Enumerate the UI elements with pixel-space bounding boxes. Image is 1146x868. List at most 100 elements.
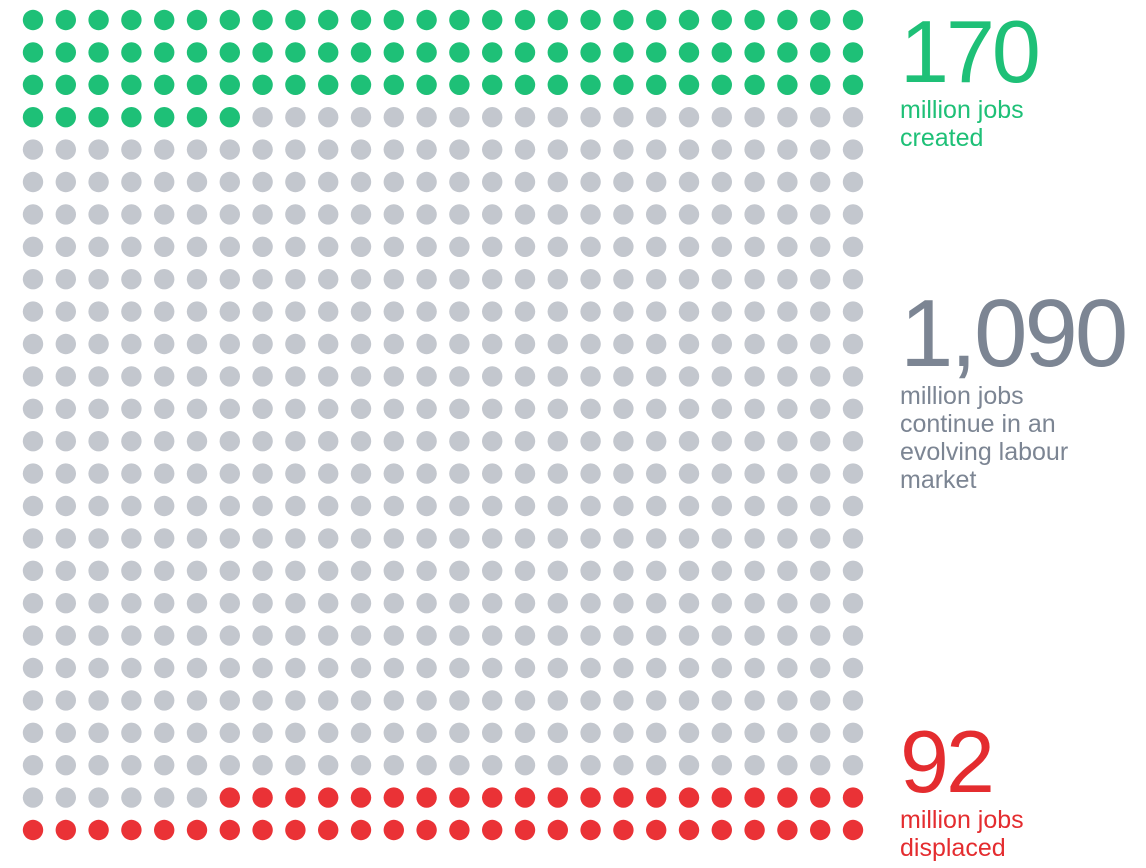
- dot-continue: [449, 269, 470, 290]
- dot-continue: [350, 528, 372, 549]
- dot-continue: [55, 431, 76, 452]
- dot-continue: [383, 495, 404, 517]
- dot-created: [252, 74, 273, 96]
- dot-continue: [514, 204, 536, 225]
- dot-continue: [646, 301, 667, 322]
- dot-continue: [350, 593, 372, 614]
- dot-continue: [318, 625, 339, 646]
- dot-continue: [744, 755, 765, 776]
- dot-continue: [810, 333, 831, 355]
- dot-continue: [613, 495, 634, 517]
- dot-continue: [646, 463, 667, 484]
- dot-continue: [449, 755, 470, 776]
- dot-continue: [678, 333, 700, 355]
- dot-continue: [416, 593, 437, 614]
- dot-continue: [514, 333, 536, 355]
- dot-continue: [252, 722, 273, 743]
- dot-continue: [350, 495, 372, 517]
- dot-continue: [613, 463, 634, 484]
- dot-continue: [777, 269, 798, 290]
- dot-created: [678, 42, 700, 63]
- dot-created: [383, 9, 404, 31]
- dot-continue: [580, 560, 601, 581]
- dot-continue: [186, 657, 208, 679]
- dot-continue: [744, 236, 765, 257]
- dot-displaced: [678, 787, 700, 808]
- dot-continue: [55, 269, 76, 290]
- dot-created: [744, 42, 765, 63]
- dot-continue: [744, 495, 765, 517]
- dot-continue: [613, 301, 634, 322]
- dot-created: [842, 9, 864, 31]
- dot-continue: [55, 139, 76, 160]
- dot-created: [350, 42, 372, 63]
- dot-created: [318, 42, 339, 63]
- dot-continue: [678, 236, 700, 257]
- dot-continue: [646, 495, 667, 517]
- dot-continue: [547, 690, 568, 711]
- dot-continue: [22, 236, 44, 257]
- dot-continue: [121, 333, 142, 355]
- dot-continue: [186, 463, 208, 484]
- dot-continue: [482, 139, 503, 160]
- dot-created: [154, 42, 175, 63]
- dot-created: [777, 74, 798, 96]
- dot-displaced: [744, 819, 765, 841]
- dot-continue: [416, 722, 437, 743]
- dot-continue: [252, 495, 273, 517]
- dot-continue: [22, 333, 44, 355]
- dot-continue: [646, 139, 667, 160]
- dot-continue: [449, 398, 470, 419]
- dot-continue: [646, 722, 667, 743]
- dot-continue: [777, 431, 798, 452]
- dot-continue: [449, 657, 470, 679]
- dot-continue: [678, 431, 700, 452]
- dot-created: [449, 42, 470, 63]
- dot-continue: [777, 560, 798, 581]
- dot-continue: [777, 528, 798, 549]
- dot-displaced: [318, 787, 339, 808]
- dot-created: [514, 74, 536, 96]
- dot-continue: [219, 690, 240, 711]
- dot-created: [22, 74, 44, 96]
- dot-continue: [777, 625, 798, 646]
- dot-created: [613, 42, 634, 63]
- dot-continue: [482, 755, 503, 776]
- dot-continue: [580, 301, 601, 322]
- dot-continue: [744, 204, 765, 225]
- dot-continue: [810, 171, 831, 193]
- dot-displaced: [613, 787, 634, 808]
- dot-continue: [416, 657, 437, 679]
- dot-created: [744, 74, 765, 96]
- dot-continue: [711, 301, 732, 322]
- dot-continue: [383, 398, 404, 419]
- dot-continue: [383, 657, 404, 679]
- dot-continue: [383, 463, 404, 484]
- dot-created: [810, 42, 831, 63]
- dot-continue: [613, 560, 634, 581]
- dot-created: [646, 74, 667, 96]
- dot-continue: [744, 301, 765, 322]
- dot-displaced: [842, 819, 864, 841]
- dot-continue: [449, 204, 470, 225]
- dot-displaced: [514, 819, 536, 841]
- dot-continue: [88, 755, 109, 776]
- dot-created: [547, 42, 568, 63]
- dot-continue: [186, 722, 208, 743]
- dot-continue: [810, 657, 831, 679]
- dot-continue: [285, 431, 306, 452]
- displaced-value: 92: [900, 712, 995, 811]
- dot-created: [547, 9, 568, 31]
- dot-created: [777, 9, 798, 31]
- dot-displaced: [186, 819, 208, 841]
- dot-continue: [580, 657, 601, 679]
- dot-continue: [810, 431, 831, 452]
- dot-continue: [154, 463, 175, 484]
- dot-continue: [810, 204, 831, 225]
- dot-continue: [646, 171, 667, 193]
- dot-continue: [383, 593, 404, 614]
- dot-continue: [22, 593, 44, 614]
- dot-continue: [842, 560, 864, 581]
- dot-continue: [580, 625, 601, 646]
- dot-continue: [842, 625, 864, 646]
